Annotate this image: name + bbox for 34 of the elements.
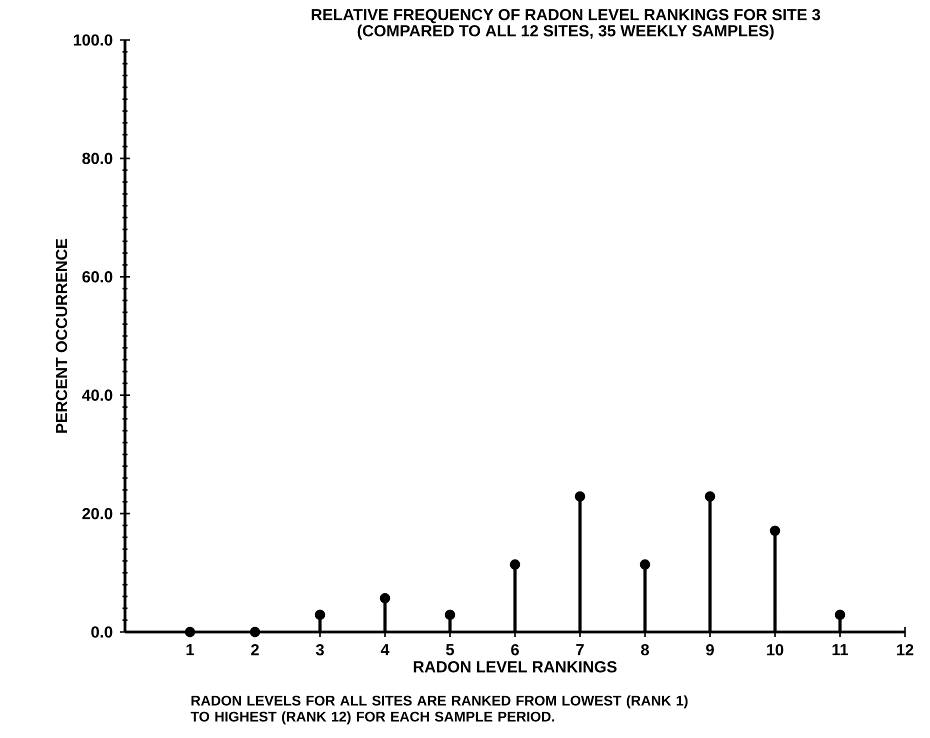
y-tick-label: 80.0: [82, 152, 112, 164]
chart-subtitle: (COMPARED TO ALL 12 SITES, 35 WEEKLY SAMPLES): [358, 24, 774, 40]
point: [834, 610, 846, 620]
x-tick-label: 4: [380, 644, 390, 656]
x-tick-label: 11: [832, 644, 848, 656]
y-tick-label: 100.0: [74, 34, 112, 46]
x-tick-label: 1: [186, 644, 194, 656]
x-tick-label: 10: [767, 644, 784, 656]
x-tick-label: 8: [641, 644, 649, 656]
point: [250, 626, 260, 638]
x-tick-label: 12: [897, 644, 914, 656]
y-tick-label: 60.0: [82, 271, 112, 282]
point: [574, 491, 586, 502]
y-tick-label: 40.0: [82, 390, 112, 401]
x-tick-label: 2: [251, 644, 259, 656]
y-tick-label: 20.0: [82, 508, 112, 520]
point: [770, 526, 780, 536]
point: [380, 593, 390, 604]
y-tick-label: 0.0: [91, 626, 112, 638]
chart-title: RELATIVE FREQUENCY OF RADON LEVEL RANKINGS FOR SITE 3: [312, 8, 820, 24]
x-tick-label: 7: [576, 644, 584, 656]
point: [314, 610, 326, 620]
x-tick-label: 3: [316, 644, 324, 656]
point: [640, 559, 650, 570]
x-tick-label: 6: [511, 644, 519, 656]
y-axis-title: PERCENT OCCURRENCE: [56, 238, 68, 433]
point: [444, 610, 456, 620]
point: [510, 559, 520, 570]
text: RADON LEVELS FOR ALL SITES ARE RANKED FROM LOWEST (RANK 1) TO HIGHEST (RANK 12) FOR EACH SAMPLE PERIOD.: [190, 695, 688, 724]
x-tick-label: 5: [446, 644, 454, 656]
x-tick-label: 9: [706, 644, 714, 656]
point: [704, 491, 716, 502]
point: [184, 626, 196, 638]
x-axis-title: RADON LEVEL RANKINGS: [414, 661, 617, 672]
